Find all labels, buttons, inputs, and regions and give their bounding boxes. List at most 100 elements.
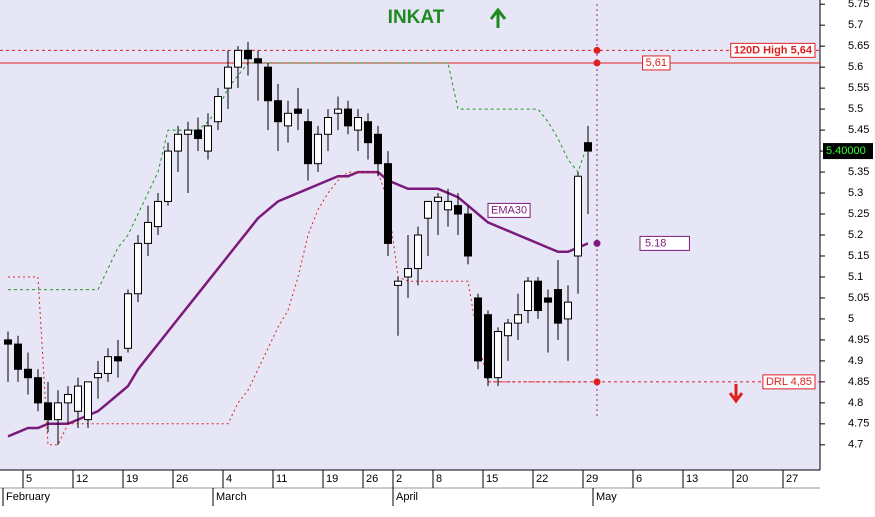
x-tick-label: 27 [786, 473, 798, 485]
y-tick-label: 5.55 [848, 82, 869, 94]
month-label: March [216, 491, 247, 503]
y-tick-label: 5.2 [848, 229, 863, 241]
level-dot [593, 59, 601, 67]
candle-body [224, 66, 232, 89]
y-tick-label: 5.15 [848, 250, 869, 262]
candle-body [364, 121, 372, 144]
level-label-box [730, 42, 816, 58]
ema-line [7, 170, 589, 438]
y-tick-label: 5.6 [848, 61, 863, 73]
candle-body [144, 221, 152, 244]
candle-body [584, 142, 592, 152]
month-label: May [596, 491, 617, 503]
month-label: February [6, 491, 51, 503]
y-tick-label: 4.75 [848, 418, 869, 430]
up-arrow [489, 7, 507, 28]
candle-body [444, 200, 452, 211]
candle-body [434, 196, 442, 202]
level-label: 5,61 [646, 57, 667, 69]
series-label-box [487, 202, 531, 218]
candle-body [314, 133, 322, 165]
level-label: DRL 4,85 [766, 376, 812, 388]
level-dot [593, 378, 601, 386]
x-tick-label: 2 [396, 473, 402, 485]
candle-body [194, 129, 202, 139]
candle-body [374, 133, 382, 165]
x-tick-label: 22 [536, 473, 548, 485]
y-tick-label: 5.3 [848, 187, 863, 199]
candle-body [464, 213, 472, 257]
chart-title: INKAT [388, 7, 445, 28]
candle-body [354, 117, 362, 131]
candle-body [234, 49, 242, 68]
x-tick-label: 15 [486, 473, 498, 485]
candle-body [424, 200, 432, 219]
y-tick-label: 5.35 [848, 166, 869, 178]
x-tick-label: 11 [276, 473, 287, 485]
y-tick-label: 4.9 [848, 355, 863, 367]
y-tick-label: 5.25 [848, 208, 869, 220]
y-tick-label: 5.7 [848, 19, 863, 31]
x-tick-label: 8 [436, 473, 442, 485]
candle-body [114, 356, 122, 362]
candle-body [204, 125, 212, 152]
y-tick-label: 4.7 [848, 439, 863, 451]
candle-body [74, 385, 82, 412]
x-tick-label: 19 [326, 473, 338, 485]
candle-body [514, 314, 522, 324]
candle-body [564, 301, 572, 320]
down-arrow [728, 384, 744, 404]
y-tick-label: 5.1 [848, 271, 863, 283]
candle-body [414, 234, 422, 270]
y-tick-label: 4.85 [848, 376, 869, 388]
candle-body [334, 108, 342, 114]
candle-body [14, 343, 22, 370]
candle-body [54, 402, 62, 421]
x-tick-label: 20 [736, 473, 748, 485]
y-axis-background [820, 0, 875, 517]
x-tick-label: 26 [366, 473, 378, 485]
x-tick-label: 26 [176, 473, 188, 485]
x-tick-label: 5 [26, 473, 32, 485]
ema-value-label: 5.18 [645, 237, 666, 249]
y-tick-label: 5.65 [848, 40, 869, 52]
candle-body [134, 242, 142, 295]
candle-body [404, 268, 412, 278]
candle-body [394, 280, 402, 286]
x-tick-label: 29 [586, 473, 598, 485]
x-tick-label: 13 [686, 473, 698, 485]
series-label: EMA30 [491, 204, 527, 216]
candle-body [244, 49, 252, 60]
plot-background [0, 0, 820, 470]
candle-body [494, 331, 502, 379]
candle-body [34, 377, 42, 404]
candle-body [214, 96, 222, 123]
candle-body [504, 322, 512, 337]
candle-body [264, 66, 272, 102]
y-tick-label: 5.05 [848, 292, 869, 304]
level-label-box [642, 55, 671, 71]
last-price-box [823, 143, 873, 160]
level-label: 120D High 5,64 [734, 44, 813, 56]
candle-body [164, 150, 172, 202]
candle-body [484, 314, 492, 379]
y-tick-label: 5.75 [848, 0, 869, 10]
level-label-box [762, 374, 816, 390]
candle-body [24, 368, 32, 379]
candle-body [44, 402, 52, 421]
y-tick-label: 4.95 [848, 334, 869, 346]
level-dot [593, 46, 601, 54]
candle-body [474, 297, 482, 362]
x-tick-label: 12 [76, 473, 88, 485]
y-tick-label: 5.5 [848, 103, 863, 115]
candle-body [84, 381, 92, 421]
candle-body [274, 100, 282, 123]
candle-body [384, 163, 392, 244]
y-tick-label: 5.45 [848, 124, 869, 136]
candle-body [104, 356, 112, 374]
candle-body [544, 297, 552, 303]
y-tick-label: 4.8 [848, 397, 863, 409]
candle-body [454, 205, 462, 215]
candle-body [124, 293, 132, 349]
